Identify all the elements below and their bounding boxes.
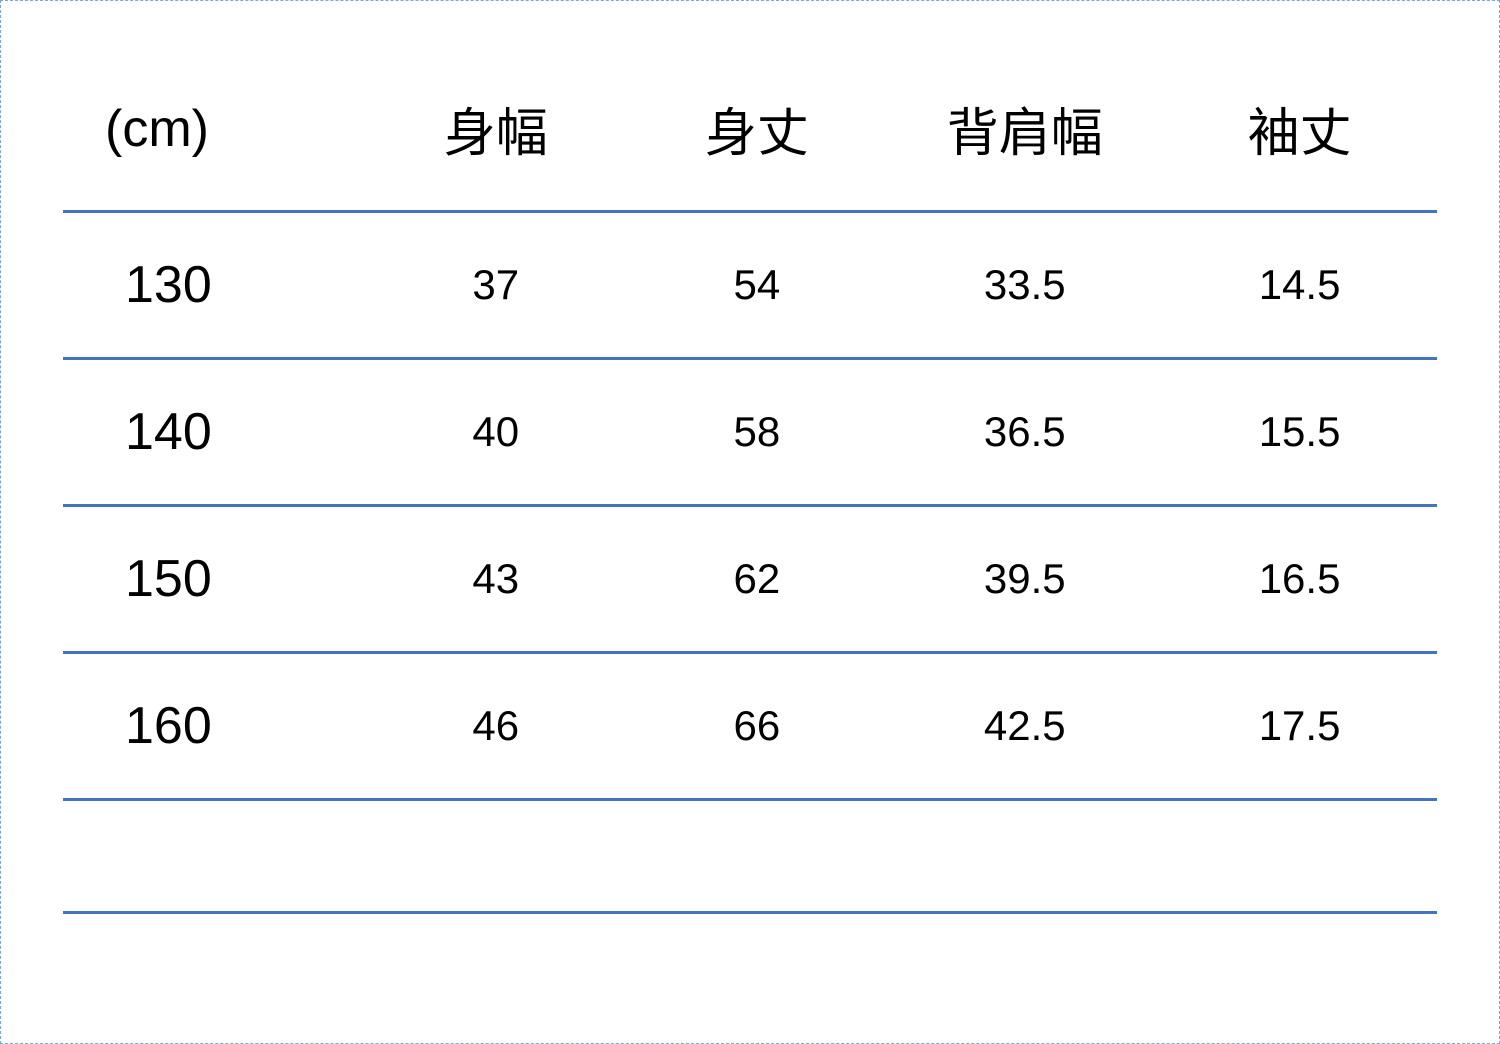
table-row: 140 40 58 36.5 15.5 xyxy=(63,359,1437,506)
cell: 46 xyxy=(365,653,626,800)
col-header: 身幅 xyxy=(365,63,626,212)
cell: 43 xyxy=(365,506,626,653)
cell: 37 xyxy=(365,212,626,359)
cell: 17.5 xyxy=(1162,653,1437,800)
col-header: 身丈 xyxy=(626,63,887,212)
size-label: 160 xyxy=(63,653,365,800)
cell: 42.5 xyxy=(887,653,1162,800)
cell: 40 xyxy=(365,359,626,506)
col-header: 背肩幅 xyxy=(887,63,1162,212)
table-row: 150 43 62 39.5 16.5 xyxy=(63,506,1437,653)
cell: 33.5 xyxy=(887,212,1162,359)
cell: 39.5 xyxy=(887,506,1162,653)
size-chart-table: (cm) 身幅 身丈 背肩幅 袖丈 130 37 54 33.5 14.5 14… xyxy=(63,63,1437,801)
table-row: 160 46 66 42.5 17.5 xyxy=(63,653,1437,800)
cell: 36.5 xyxy=(887,359,1162,506)
cell: 62 xyxy=(626,506,887,653)
table-frame: (cm) 身幅 身丈 背肩幅 袖丈 130 37 54 33.5 14.5 14… xyxy=(0,0,1500,1044)
cell: 66 xyxy=(626,653,887,800)
size-label: 130 xyxy=(63,212,365,359)
size-label: 140 xyxy=(63,359,365,506)
size-label: 150 xyxy=(63,506,365,653)
cell: 14.5 xyxy=(1162,212,1437,359)
extra-bottom-rule xyxy=(63,911,1437,914)
cell: 54 xyxy=(626,212,887,359)
unit-header: (cm) xyxy=(63,63,365,212)
cell: 16.5 xyxy=(1162,506,1437,653)
cell: 58 xyxy=(626,359,887,506)
table-row: 130 37 54 33.5 14.5 xyxy=(63,212,1437,359)
col-header: 袖丈 xyxy=(1162,63,1437,212)
table-header-row: (cm) 身幅 身丈 背肩幅 袖丈 xyxy=(63,63,1437,212)
cell: 15.5 xyxy=(1162,359,1437,506)
